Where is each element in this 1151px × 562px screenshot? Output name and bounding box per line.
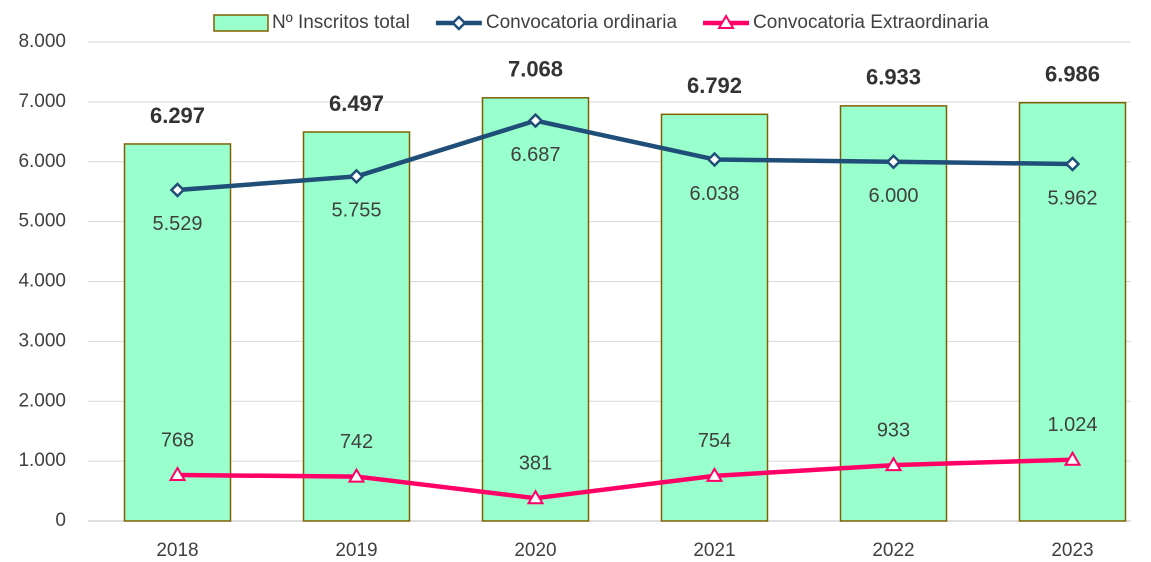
legend-label: Convocatoria Extraordinaria — [753, 12, 989, 33]
y-tick-label: 1.000 — [18, 450, 66, 471]
data-label: 6.792 — [687, 73, 742, 98]
data-label: 6.297 — [150, 103, 205, 128]
data-label: 6.933 — [866, 65, 921, 90]
data-label: 5.962 — [1047, 187, 1097, 209]
x-tick-label: 2018 — [156, 540, 198, 561]
y-tick-label: 0 — [55, 510, 66, 531]
marker — [706, 151, 723, 168]
y-tick-label: 5.000 — [18, 211, 66, 232]
bar — [839, 105, 948, 522]
data-label: 933 — [877, 419, 910, 441]
y-tick-label: 2.000 — [18, 390, 66, 411]
marker — [717, 14, 735, 29]
data-label: 6.038 — [689, 183, 739, 205]
data-label: 742 — [340, 431, 373, 453]
data-label: 1.024 — [1047, 414, 1097, 436]
marker — [451, 15, 467, 31]
data-label: 381 — [519, 452, 552, 474]
y-tick-label: 6.000 — [18, 151, 66, 172]
data-label: 5.755 — [331, 200, 381, 222]
data-label: 6.687 — [510, 144, 560, 166]
data-label: 6.986 — [1045, 62, 1100, 87]
marker — [884, 456, 903, 472]
legend-label: Nº Inscritos total — [272, 12, 410, 33]
x-tick-label: 2022 — [872, 540, 914, 561]
marker — [1063, 450, 1082, 466]
marker — [885, 153, 902, 170]
marker — [527, 112, 544, 129]
data-label: 6.497 — [329, 91, 384, 116]
y-tick-label: 7.000 — [18, 91, 66, 112]
y-tick-label: 3.000 — [18, 330, 66, 351]
data-label: 754 — [698, 430, 731, 452]
y-tick-label: 4.000 — [18, 271, 66, 292]
marker — [169, 182, 186, 198]
data-label: 5.529 — [152, 213, 202, 235]
bar — [481, 97, 590, 522]
line — [177, 457, 1073, 501]
marker — [526, 489, 545, 505]
bar — [660, 113, 769, 522]
marker — [348, 168, 365, 185]
y-tick-label: 8.000 — [18, 31, 66, 52]
legend-swatch — [213, 14, 269, 32]
bar — [302, 131, 411, 522]
marker — [347, 467, 366, 483]
data-label: 6.000 — [868, 185, 918, 207]
marker — [1064, 156, 1081, 172]
x-tick-label: 2020 — [514, 540, 556, 561]
x-tick-label: 2019 — [335, 540, 377, 561]
legend-label: Convocatoria ordinaria — [486, 12, 678, 33]
x-tick-label: 2021 — [693, 540, 735, 561]
data-label: 768 — [161, 429, 194, 451]
line — [177, 118, 1073, 193]
marker — [168, 466, 187, 482]
marker — [705, 466, 724, 482]
x-tick-label: 2023 — [1051, 540, 1093, 561]
data-label: 7.068 — [508, 57, 563, 82]
bar — [123, 143, 232, 522]
